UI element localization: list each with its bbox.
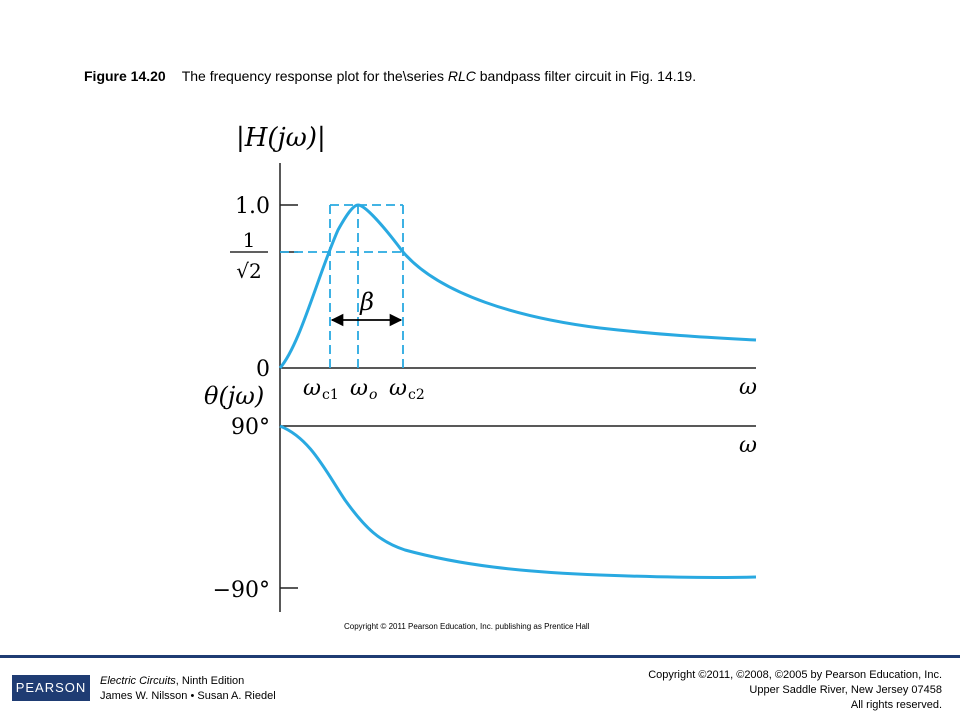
label-zero: 0 bbox=[256, 357, 270, 382]
svg-text:ω: ω bbox=[350, 376, 368, 401]
caption-text-2: bandpass filter circuit in Fig. 14.19. bbox=[475, 68, 697, 84]
book-info: Electric Circuits, Ninth Edition James W… bbox=[100, 674, 276, 704]
label-1-0: 1.0 bbox=[235, 194, 270, 219]
marker-wc2-label: ω c2 bbox=[389, 376, 425, 403]
copyright-line-3: All rights reserved. bbox=[850, 699, 942, 711]
book-title: Electric Circuits bbox=[100, 675, 176, 687]
copyright-line-1: Copyright ©2011, ©2008, ©2005 by Pearson… bbox=[648, 669, 942, 681]
magnitude-curve bbox=[278, 203, 757, 369]
inner-copyright: Copyright © 2011 Pearson Education, Inc.… bbox=[344, 622, 590, 631]
caption-text-italic: RLC bbox=[447, 68, 476, 84]
mag-ylabel: |H(jω)| bbox=[236, 123, 326, 153]
svg-text:ω: ω bbox=[303, 376, 321, 401]
svg-text:c2: c2 bbox=[408, 387, 425, 403]
figure-caption: Figure 14.20 The frequency response plot … bbox=[84, 68, 696, 84]
svg-text:c1: c1 bbox=[322, 387, 339, 403]
marker-wc1-label: ω c1 bbox=[303, 376, 339, 403]
phase-curve bbox=[279, 424, 757, 580]
label-90: 90° bbox=[231, 415, 270, 440]
book-authors: James W. Nilsson • Susan A. Riedel bbox=[100, 690, 276, 702]
figure-number: Figure 14.20 bbox=[84, 68, 166, 84]
pearson-logo: PEARSON bbox=[12, 675, 90, 701]
label-neg90: −90° bbox=[213, 578, 270, 603]
book-edition: , Ninth Edition bbox=[175, 675, 245, 687]
phase-ylabel: θ(jω) bbox=[204, 382, 264, 410]
svg-text:ω: ω bbox=[389, 376, 407, 401]
phase-xlabel: ω bbox=[739, 433, 757, 458]
label-frac-den: √2 bbox=[236, 259, 261, 283]
mag-xlabel: ω bbox=[739, 375, 757, 400]
footer-rule bbox=[0, 655, 960, 658]
svg-text:o: o bbox=[369, 387, 377, 403]
copyright-line-2: Upper Saddle River, New Jersey 07458 bbox=[749, 684, 942, 696]
bandwidth-label: β bbox=[359, 288, 374, 316]
publisher-rights: Copyright ©2011, ©2008, ©2005 by Pearson… bbox=[648, 668, 942, 713]
label-frac-num: 1 bbox=[243, 228, 256, 252]
dashed-guides bbox=[280, 204, 404, 368]
caption-text-1: The frequency response plot for the\seri… bbox=[181, 68, 448, 84]
marker-wo-label: ω o bbox=[350, 376, 377, 403]
